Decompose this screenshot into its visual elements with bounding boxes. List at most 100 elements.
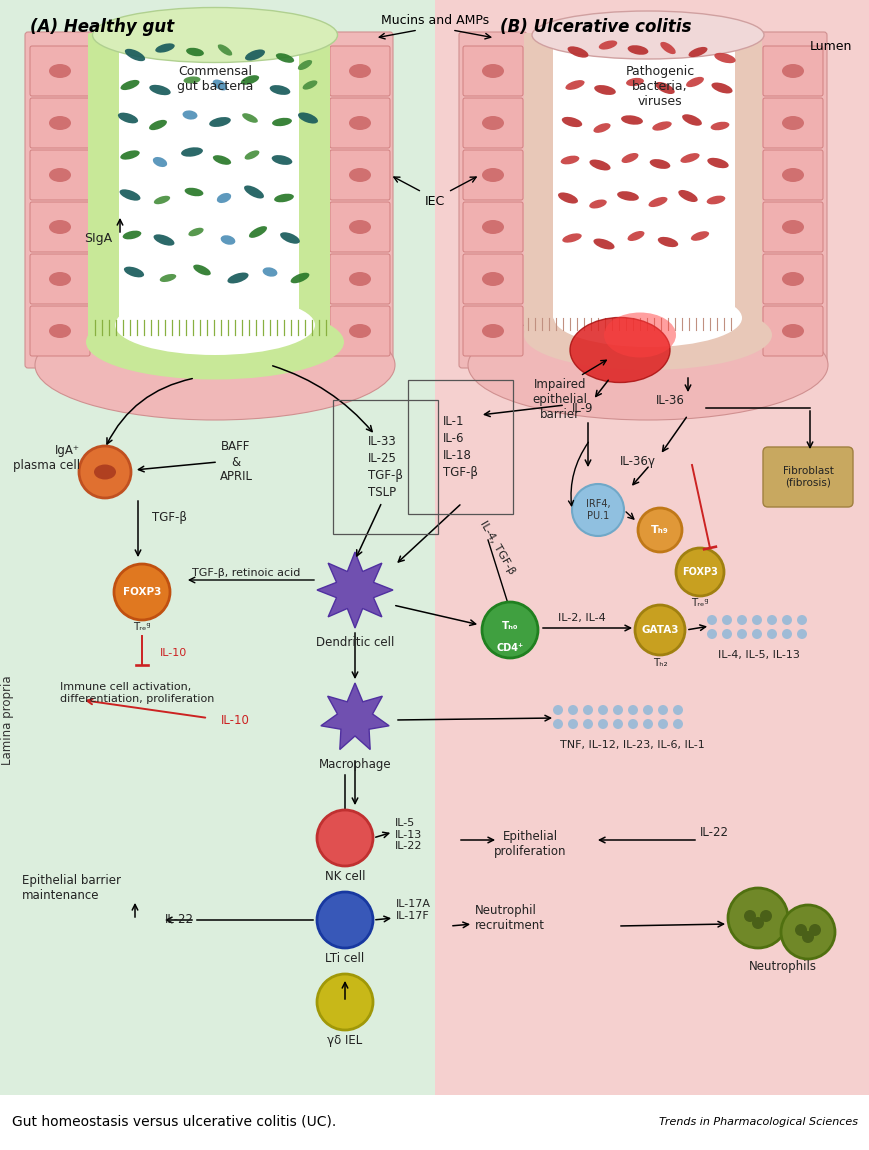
FancyBboxPatch shape	[119, 32, 299, 328]
Text: IL-36: IL-36	[655, 393, 684, 406]
Text: IL-36γ: IL-36γ	[620, 455, 655, 468]
Ellipse shape	[781, 168, 803, 182]
FancyBboxPatch shape	[762, 447, 852, 507]
Bar	[0, 1095, 869, 1150]
Ellipse shape	[626, 78, 643, 86]
Ellipse shape	[153, 156, 167, 167]
Text: FOXP3: FOXP3	[681, 567, 717, 577]
Text: Dendritic cell: Dendritic cell	[315, 636, 394, 649]
Text: Impaired
epithelial
barrier: Impaired epithelial barrier	[532, 378, 587, 421]
Circle shape	[736, 629, 746, 639]
FancyBboxPatch shape	[88, 33, 122, 337]
Ellipse shape	[184, 187, 203, 197]
Ellipse shape	[186, 48, 203, 56]
Ellipse shape	[627, 45, 647, 55]
FancyBboxPatch shape	[295, 33, 329, 337]
Text: Neutrophils: Neutrophils	[748, 960, 816, 973]
Ellipse shape	[481, 324, 503, 338]
Circle shape	[481, 601, 537, 658]
Circle shape	[79, 446, 131, 498]
Ellipse shape	[681, 114, 701, 125]
Circle shape	[780, 905, 834, 959]
Circle shape	[706, 615, 716, 624]
Text: IL-22: IL-22	[165, 913, 194, 927]
Ellipse shape	[348, 273, 370, 286]
Ellipse shape	[115, 296, 315, 355]
Ellipse shape	[649, 159, 669, 169]
Ellipse shape	[620, 153, 638, 163]
Circle shape	[673, 705, 682, 715]
Ellipse shape	[560, 155, 579, 164]
Text: NK cell: NK cell	[324, 871, 365, 883]
Ellipse shape	[125, 48, 145, 61]
Ellipse shape	[687, 47, 706, 58]
FancyBboxPatch shape	[325, 32, 393, 368]
Text: Neutrophil
recruitment: Neutrophil recruitment	[474, 904, 544, 932]
Ellipse shape	[567, 46, 587, 58]
Circle shape	[553, 719, 562, 729]
Ellipse shape	[481, 168, 503, 182]
Text: BAFF
&
APRIL: BAFF & APRIL	[219, 440, 252, 483]
Ellipse shape	[561, 117, 581, 128]
Ellipse shape	[245, 49, 265, 61]
Text: Tₕ₀: Tₕ₀	[501, 621, 518, 631]
Ellipse shape	[706, 196, 725, 205]
Ellipse shape	[302, 81, 317, 90]
Ellipse shape	[710, 122, 728, 130]
Circle shape	[751, 629, 761, 639]
Ellipse shape	[678, 190, 697, 202]
Ellipse shape	[242, 113, 257, 123]
Ellipse shape	[298, 113, 318, 123]
Text: (B) Ulcerative colitis: (B) Ulcerative colitis	[500, 18, 691, 36]
Ellipse shape	[297, 60, 312, 70]
Circle shape	[760, 910, 771, 922]
Ellipse shape	[49, 324, 71, 338]
Ellipse shape	[523, 300, 771, 370]
Bar	[434, 0, 869, 1095]
Ellipse shape	[652, 122, 671, 131]
Circle shape	[801, 932, 813, 943]
Circle shape	[613, 719, 622, 729]
Ellipse shape	[348, 64, 370, 78]
Text: Commensal
gut bacteria: Commensal gut bacteria	[176, 66, 253, 93]
Ellipse shape	[86, 305, 343, 380]
Ellipse shape	[193, 264, 210, 275]
FancyBboxPatch shape	[762, 202, 822, 252]
Ellipse shape	[262, 267, 277, 277]
Ellipse shape	[153, 235, 175, 246]
Ellipse shape	[620, 115, 642, 124]
Circle shape	[673, 719, 682, 729]
Text: Immune cell activation,
differentiation, proliferation: Immune cell activation, differentiation,…	[60, 682, 214, 704]
Text: SIgA: SIgA	[83, 231, 112, 245]
Ellipse shape	[181, 147, 202, 156]
Ellipse shape	[209, 117, 230, 126]
Ellipse shape	[481, 273, 503, 286]
Ellipse shape	[244, 185, 263, 199]
Ellipse shape	[244, 151, 259, 160]
Circle shape	[642, 705, 653, 715]
Ellipse shape	[123, 267, 144, 277]
Text: TNF, IL-12, IL-23, IL-6, IL-1: TNF, IL-12, IL-23, IL-6, IL-1	[560, 739, 704, 750]
Circle shape	[743, 910, 755, 922]
Text: IEC: IEC	[424, 196, 445, 208]
Text: Fibroblast
(fibrosis): Fibroblast (fibrosis)	[781, 466, 833, 488]
Text: Tᵣₑᵍ: Tᵣₑᵍ	[133, 622, 150, 633]
Text: IL-10: IL-10	[160, 647, 187, 658]
Ellipse shape	[589, 160, 610, 170]
Text: (A) Healthy gut: (A) Healthy gut	[30, 18, 174, 36]
FancyBboxPatch shape	[30, 46, 90, 95]
Ellipse shape	[149, 85, 170, 95]
Text: Tₕ₂: Tₕ₂	[652, 658, 667, 668]
Ellipse shape	[593, 238, 614, 250]
Ellipse shape	[92, 8, 337, 62]
Ellipse shape	[216, 193, 231, 204]
Ellipse shape	[654, 82, 674, 94]
FancyBboxPatch shape	[762, 98, 822, 148]
FancyBboxPatch shape	[462, 202, 522, 252]
Circle shape	[316, 892, 373, 948]
Circle shape	[766, 629, 776, 639]
Text: LTi cell: LTi cell	[325, 952, 364, 965]
FancyBboxPatch shape	[762, 150, 822, 200]
Ellipse shape	[711, 83, 732, 93]
Ellipse shape	[588, 199, 606, 208]
